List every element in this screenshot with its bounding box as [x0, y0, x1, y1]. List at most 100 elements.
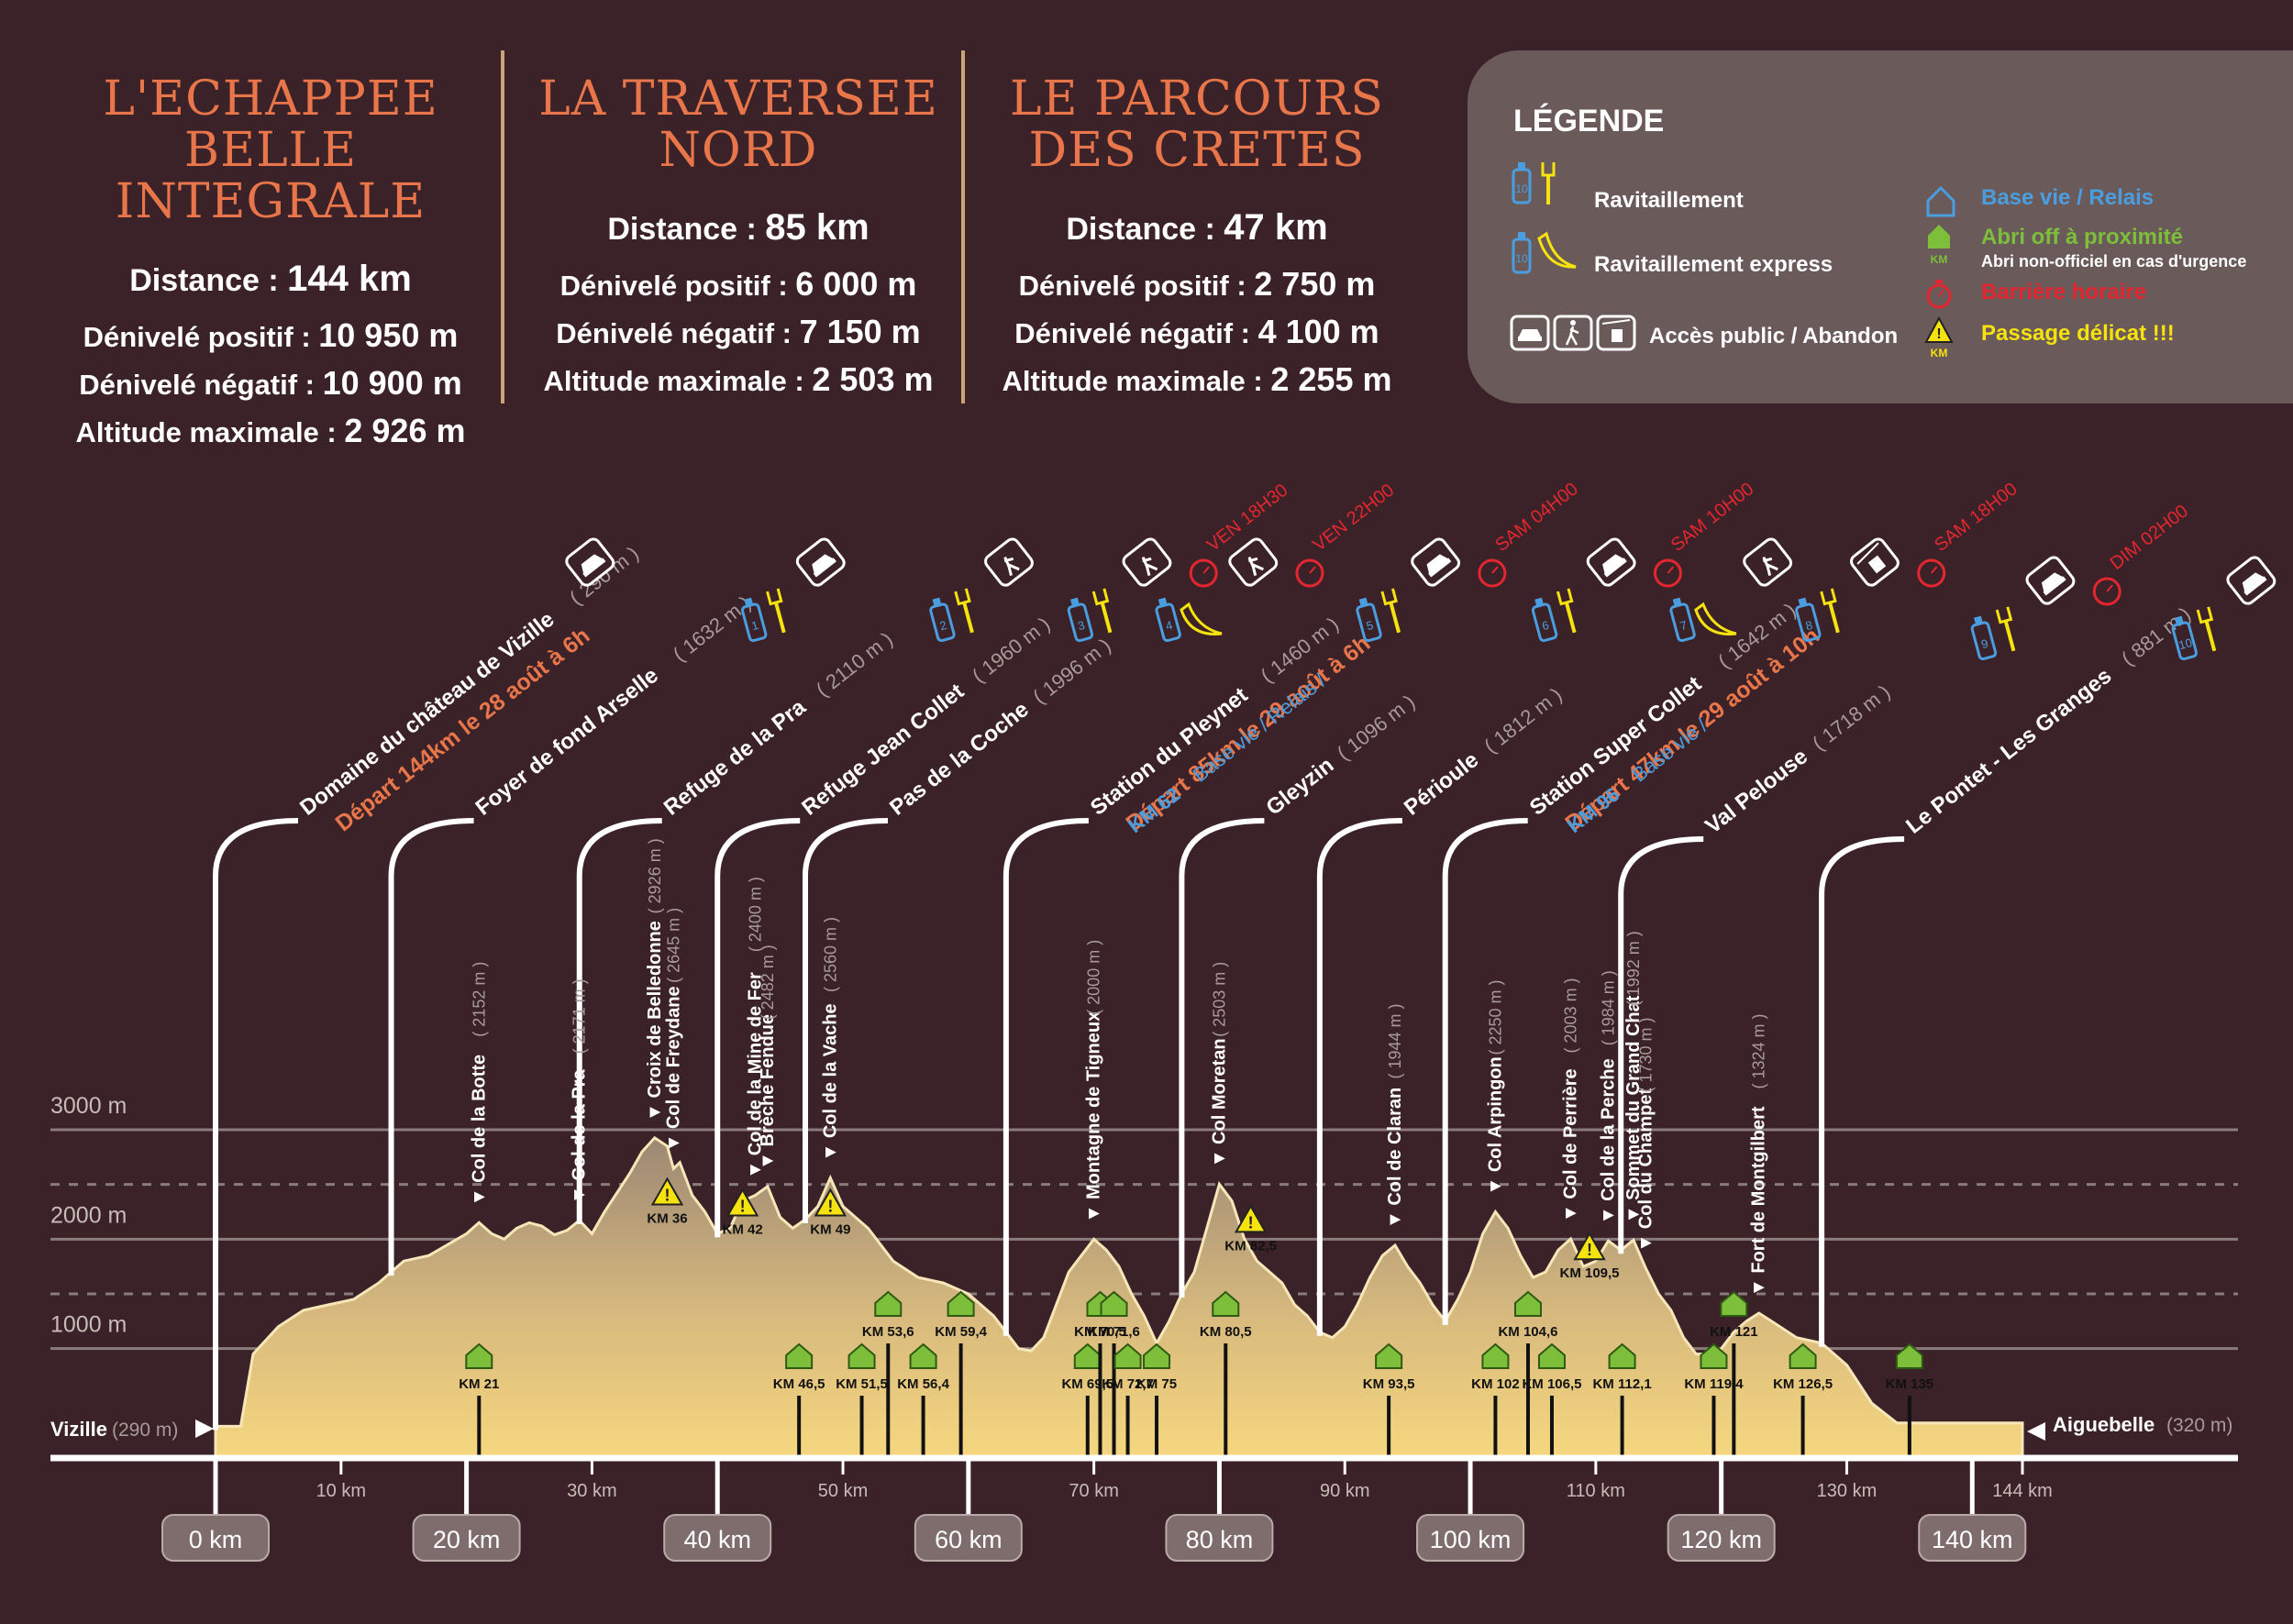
station-name: Val Pelouse — [1700, 744, 1812, 838]
fork-icon — [1091, 588, 1113, 634]
abri-km-label: KM 53,6 — [862, 1324, 914, 1340]
station-altitude: ( 1812 m ) — [1479, 683, 1566, 757]
station-altitude: ( 1718 m ) — [1808, 680, 1894, 755]
danger-km-label: KM 36 — [647, 1211, 687, 1227]
abri-icon — [1895, 1342, 1923, 1369]
warning-icon: ! — [814, 1188, 847, 1217]
car-icon — [1586, 537, 1636, 587]
car-icon — [2226, 556, 2276, 605]
barriere-time: DIM 02H00 — [2107, 501, 2192, 574]
ski-lift-icon — [1850, 537, 1900, 587]
bottle-icon: 9 — [1970, 615, 1998, 661]
warning-icon: ! — [650, 1177, 684, 1206]
peak-name: ▼ Col de la Perche — [1599, 1058, 1619, 1224]
barriere-horaire: VEN 22H00 — [1295, 481, 1398, 588]
x-major-box — [412, 1514, 521, 1562]
station-leader-line — [1618, 836, 1704, 1254]
peak-altitude: ( 1324 m ) — [1750, 1013, 1768, 1088]
ravito-number: 10 — [2177, 635, 2194, 652]
station-altitude: ( 1096 m ) — [1333, 690, 1419, 764]
start-marker — [195, 1420, 214, 1438]
legend-passage: Passage délicat !!! — [1981, 321, 2175, 346]
peak-label: ▼ Col de la Mine de Fer ( 2400 m ) — [745, 877, 765, 1179]
barriere-horaire: SAM 18H00 — [1917, 479, 2022, 588]
x-minor-label: 70 km — [1069, 1481, 1118, 1501]
x-major-label: 100 km — [1430, 1526, 1512, 1553]
peak-label: ▼ Col de la Pra ( 2171 m ) — [570, 978, 590, 1204]
hiker-icon — [1122, 537, 1172, 587]
ravito-number: 3 — [1076, 618, 1086, 633]
abri-icon — [1113, 1342, 1142, 1369]
peak-label: ▼ Croix de Belledonne ( 2926 m ) — [645, 838, 665, 1121]
y-tick-label: 2000 m — [50, 1202, 127, 1228]
fork-icon — [1820, 588, 1840, 634]
stopwatch-icon — [1653, 558, 1682, 588]
abri-km-label: KM 126,5 — [1773, 1376, 1833, 1392]
peak-label: ▼ Col du Champet( 1730 m ) — [1636, 1018, 1656, 1253]
distance-value: 47 km — [1224, 207, 1328, 248]
station-icons: 2 — [929, 537, 1034, 643]
abri-icon — [1375, 1342, 1403, 1369]
peak-altitude: ( 2926 m ) — [646, 838, 664, 913]
x-minor-label: 90 km — [1320, 1481, 1369, 1501]
abri-km-label: KM 112,1 — [1592, 1376, 1651, 1392]
base-vie-icon — [1926, 185, 1955, 217]
x-minor-label: 10 km — [316, 1481, 366, 1501]
ravito-number: 2 — [938, 618, 948, 633]
abri-km-label: KM 75 — [1136, 1376, 1177, 1392]
abri-km-label: KM 104,6 — [1498, 1324, 1557, 1340]
peak-name: ▼ Fort de Montgilbert — [1749, 1106, 1769, 1297]
abri-icon — [1537, 1342, 1566, 1369]
hiker-icon — [984, 537, 1034, 587]
warning-icon: ! — [726, 1188, 759, 1217]
race-traversee-nord: LA TRAVERSEE NORD Distance : 85 km Déniv… — [509, 73, 968, 399]
peak-name: ▼ Col Arpingon — [1485, 1056, 1505, 1195]
peak-label: ▼ Col Moretan( 2503 m ) — [1209, 962, 1229, 1168]
fork-icon — [954, 588, 974, 634]
warning-mark: ! — [1587, 1241, 1592, 1259]
stopwatch-icon — [1189, 558, 1218, 588]
station-label: Station du Pleynet( 1460 m )Départ 85km … — [1086, 613, 1375, 837]
station-altitude: ( 1996 m ) — [1028, 634, 1114, 708]
race-title-line2: NORD — [659, 123, 818, 178]
abri-km-label: KM 119,4 — [1684, 1376, 1744, 1392]
peak-altitude: ( 2152 m ) — [470, 962, 488, 1037]
start-label: Vizille — [50, 1418, 107, 1441]
x-major-label: 20 km — [433, 1526, 501, 1553]
race-title-line2: DES CRETES — [1028, 123, 1366, 178]
peak-altitude: ( 2003 m ) — [1562, 978, 1580, 1053]
peak-altitude: ( 2503 m ) — [1210, 962, 1228, 1037]
x-major-box — [1165, 1514, 1274, 1562]
abri-icon — [1143, 1342, 1171, 1369]
bottle-icon: 7 — [1669, 597, 1696, 643]
hiker-icon — [1553, 315, 1593, 351]
end-marker — [2027, 1422, 2045, 1441]
legend-base-vie: Base vie / Relais — [1981, 185, 2155, 210]
bottle-icon: 1 — [740, 597, 768, 643]
peak-altitude: ( 2000 m ) — [1085, 940, 1103, 1015]
dminus-value: 10 900 m — [322, 364, 462, 402]
fork-icon — [1556, 588, 1577, 634]
bottle-icon: 3 — [1067, 597, 1094, 643]
car-icon — [1510, 315, 1550, 351]
station-icons: 1 — [740, 537, 846, 643]
peak-altitude: ( 1944 m ) — [1386, 1003, 1404, 1078]
x-major-box — [663, 1514, 772, 1562]
peak-label: ▼ Brèche Fendue( 2482 m ) — [758, 945, 778, 1170]
header-separator — [501, 50, 504, 403]
abri-km-label: KM 56,4 — [897, 1376, 949, 1392]
danger-km-label: KM 82,5 — [1224, 1238, 1277, 1254]
banana-icon — [1180, 602, 1223, 635]
ravito-number: 8 — [1804, 618, 1814, 633]
station-name: Le Pontet - Les Granges — [1901, 663, 2116, 838]
x-major-box — [161, 1514, 270, 1562]
peak-name: ▼ Col de Freydane — [663, 986, 683, 1152]
station-depart: Départ 144km le 28 août à 6h — [331, 623, 595, 836]
peak-name: ▼ Col de la Botte — [469, 1055, 489, 1206]
station-leader-line — [802, 818, 888, 1223]
fork-icon — [766, 588, 786, 634]
abri-icon — [1608, 1342, 1636, 1369]
dminus-label: Dénivelé négatif : — [1014, 317, 1250, 349]
abri-icon — [785, 1342, 814, 1369]
